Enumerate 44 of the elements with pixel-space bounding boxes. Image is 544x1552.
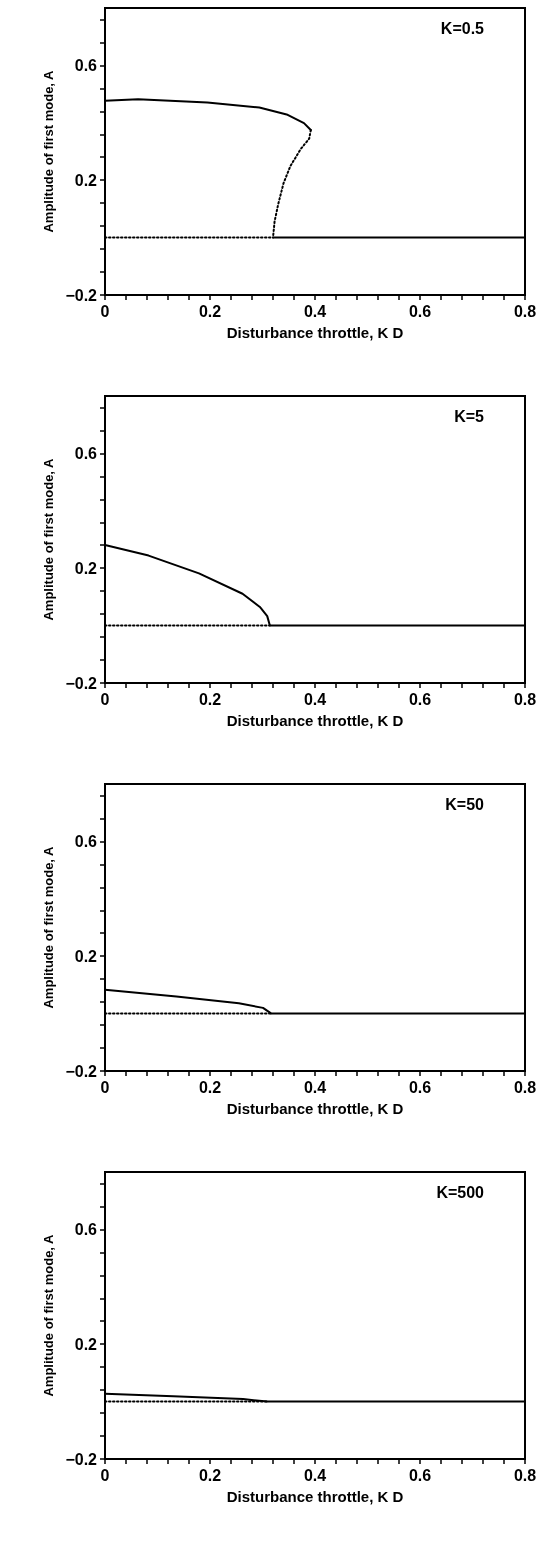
x-tick-label: 0.6: [408, 690, 432, 708]
x-tick-label: 0.2: [198, 690, 222, 708]
x-axis-title: Disturbance throttle, K D: [226, 1488, 404, 1505]
x-tick-label: 0.8: [513, 1466, 537, 1484]
x-tick-label: 0.6: [408, 1466, 432, 1484]
x-tick-label: 0.8: [513, 690, 537, 708]
x-axis-title: Disturbance throttle, K D: [226, 324, 404, 341]
y-axis-title: Amplitude of first mode, A: [40, 845, 56, 1009]
y-tick-label: −0.2: [65, 286, 98, 304]
x-tick-label: 0.4: [303, 690, 327, 708]
annotation: K=50: [445, 795, 485, 813]
y-tick-label: 0.6: [74, 1220, 98, 1238]
x-tick-label: 0.6: [408, 1078, 432, 1096]
x-tick-label: 0.2: [198, 302, 222, 320]
y-tick-label: 0.2: [74, 1335, 98, 1353]
y-tick-label: 0.6: [74, 56, 98, 74]
y-axis-title: Amplitude of first mode, A: [40, 69, 56, 233]
y-tick-label: −0.2: [65, 1450, 98, 1468]
y-tick-label: 0.6: [74, 444, 98, 462]
x-tick-label: 0.2: [198, 1078, 222, 1096]
y-tick-label: 0.2: [74, 947, 98, 965]
x-axis-title: Disturbance throttle, K D: [226, 1100, 404, 1117]
x-tick-label: 0: [100, 690, 110, 708]
y-tick-label: 0.2: [74, 559, 98, 577]
annotation: K=5: [454, 407, 485, 425]
y-tick-label: −0.2: [65, 674, 98, 692]
x-tick-label: 0.2: [198, 1466, 222, 1484]
x-tick-label: 0: [100, 1466, 110, 1484]
x-axis-title: Disturbance throttle, K D: [226, 712, 404, 729]
x-tick-label: 0.8: [513, 1078, 537, 1096]
x-tick-label: 0.4: [303, 302, 327, 320]
y-tick-label: −0.2: [65, 1062, 98, 1080]
annotation: K=500: [436, 1183, 485, 1201]
y-axis-title: Amplitude of first mode, A: [40, 457, 56, 621]
x-tick-label: 0.4: [303, 1466, 327, 1484]
x-tick-label: 0.4: [303, 1078, 327, 1096]
y-tick-label: 0.6: [74, 832, 98, 850]
x-tick-label: 0: [100, 302, 110, 320]
x-tick-label: 0.8: [513, 302, 537, 320]
y-tick-label: 0.2: [74, 171, 98, 189]
y-axis-title: Amplitude of first mode, A: [40, 1233, 56, 1397]
x-tick-label: 0.6: [408, 302, 432, 320]
annotation: K=0.5: [440, 19, 485, 37]
x-tick-label: 0: [100, 1078, 110, 1096]
